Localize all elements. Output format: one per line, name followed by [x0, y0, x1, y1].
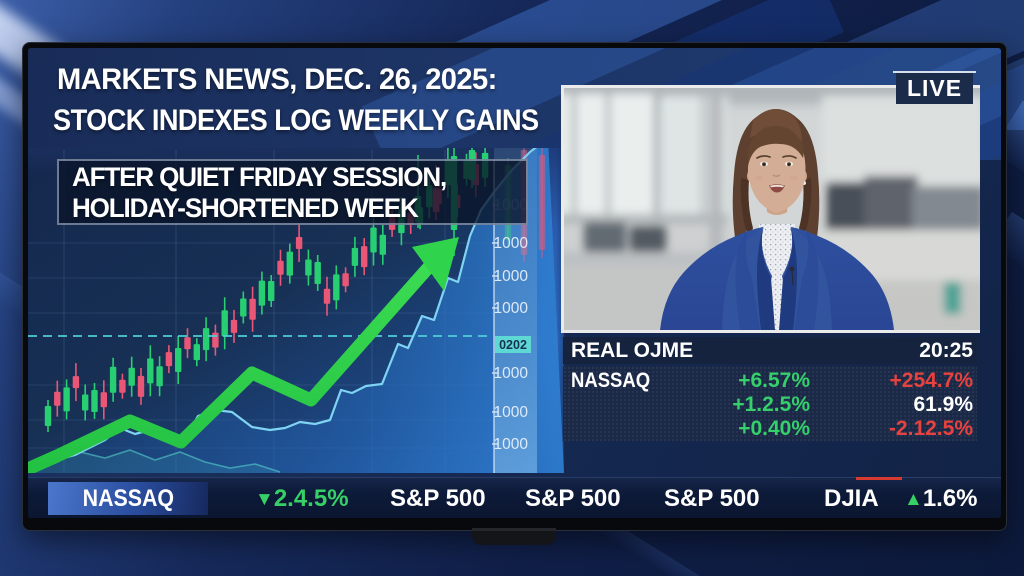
svg-text:1000: 1000	[494, 436, 529, 453]
svg-text:1000: 1000	[494, 235, 529, 252]
svg-text:1000: 1000	[494, 404, 529, 421]
svg-text:1000: 1000	[494, 300, 529, 317]
svg-text:1000: 1000	[494, 268, 529, 285]
svg-text:1000: 1000	[494, 365, 529, 382]
svg-text:0202: 0202	[499, 338, 527, 352]
